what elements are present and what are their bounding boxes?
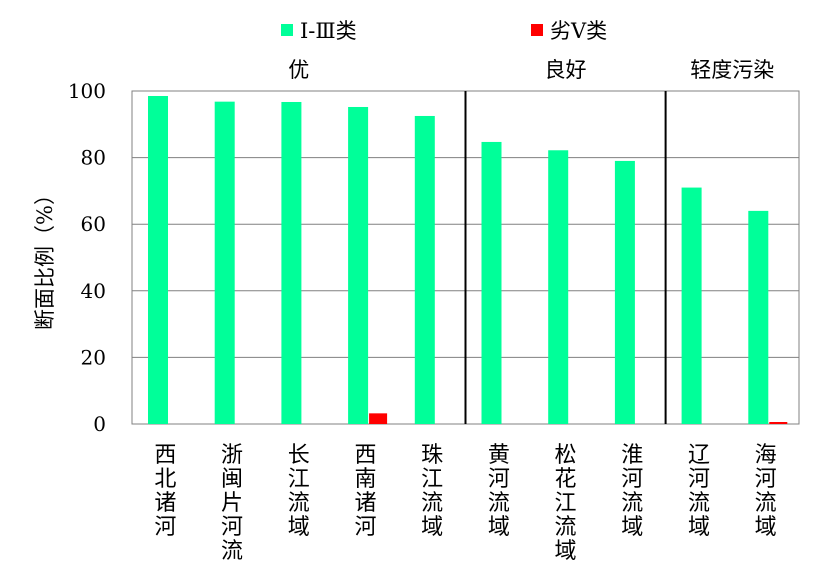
bar-class-1-3 xyxy=(348,106,369,424)
y-axis-label: 断面比例（%） xyxy=(33,184,57,330)
x-tick-label: 松花江流域 xyxy=(555,443,577,564)
x-tick-label: 浙闽片河流 xyxy=(221,443,243,564)
y-tick-label: 0 xyxy=(93,412,106,436)
x-tick-label: 西北诸河 xyxy=(154,443,176,540)
bar-class-1-3 xyxy=(481,141,502,424)
x-tick-label: 辽河流域 xyxy=(688,443,710,540)
group-labels: 优 良好 轻度污染 xyxy=(288,58,774,82)
x-tick-label: 海河流域 xyxy=(755,443,777,540)
legend-label: 劣Ⅴ类 xyxy=(550,19,607,43)
legend-swatch xyxy=(281,24,293,36)
group-label: 良好 xyxy=(545,58,587,82)
bar-class-1-3 xyxy=(214,101,235,424)
x-tick-label: 西南诸河 xyxy=(354,443,376,540)
x-tick-label: 长江流域 xyxy=(288,443,310,540)
x-tick-labels: 西北诸河 浙闽片河流 长江流域 西南诸河 珠江流域 黄河流域 松花江流域 淮河流域 辽河流域 海河… xyxy=(154,443,776,564)
y-tick-label: 20 xyxy=(81,345,106,369)
y-tick-label: 80 xyxy=(81,146,106,170)
bar-class-1-3 xyxy=(681,187,702,424)
group-label: 优 xyxy=(288,58,309,82)
x-tick-label: 淮河流域 xyxy=(621,443,643,540)
bars xyxy=(148,95,788,425)
bar-class-1-3 xyxy=(148,95,168,425)
x-tick-label: 黄河流域 xyxy=(488,443,510,540)
bar-class-1-3 xyxy=(281,101,302,424)
bar-class-1-3 xyxy=(548,150,569,425)
y-tick-label: 100 xyxy=(68,79,106,103)
bar-class-1-3 xyxy=(748,210,769,424)
y-tick-labels: 0 20 40 60 80 100 xyxy=(68,79,106,436)
legend: Ⅰ-Ⅲ类 劣Ⅴ类 xyxy=(281,19,607,43)
legend-swatch xyxy=(531,24,543,36)
group-separators xyxy=(464,91,667,424)
x-tick-label: 珠江流域 xyxy=(421,443,443,540)
group-label: 轻度污染 xyxy=(690,58,774,82)
y-tick-label: 40 xyxy=(81,279,106,303)
legend-label: Ⅰ-Ⅲ类 xyxy=(300,19,357,43)
bar-class-v-worse xyxy=(369,413,388,424)
y-tick-label: 60 xyxy=(81,212,106,236)
bar-class-1-3 xyxy=(414,115,435,424)
bar-class-v-worse xyxy=(769,422,788,424)
bar-class-1-3 xyxy=(614,160,635,424)
